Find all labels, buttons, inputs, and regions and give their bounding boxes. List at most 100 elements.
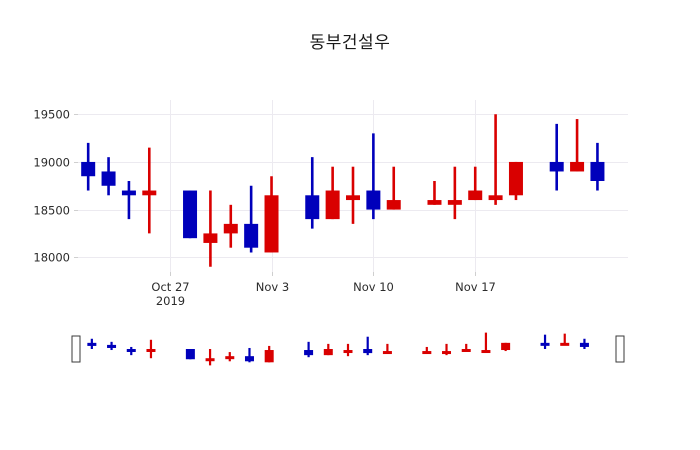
candle-body (305, 195, 320, 220)
navigator-candle-body (87, 342, 97, 346)
candle-body (447, 200, 462, 205)
x-axis-tick-label: Nov 3 (256, 280, 289, 294)
candlestick[interactable] (570, 119, 585, 172)
candle-body (203, 233, 218, 243)
navigator-candle-body (304, 350, 314, 356)
navigator-candle-body (244, 356, 254, 362)
candle-body (468, 190, 483, 201)
navigator-candle-body (501, 342, 511, 351)
candlestick[interactable] (366, 133, 381, 220)
candlestick[interactable] (447, 166, 462, 220)
navigator-candle-body (343, 350, 353, 354)
candle-body (346, 195, 360, 201)
candlestick[interactable] (427, 180, 442, 205)
candle-body (570, 161, 585, 172)
candlestick[interactable] (488, 114, 503, 205)
navigator-candlestick (205, 349, 215, 366)
candle-body (325, 190, 340, 220)
navigator-candle-body (126, 349, 136, 352)
navigator-candle-body (185, 349, 195, 360)
navigator-candlestick (126, 346, 136, 356)
navigator-candlestick (185, 349, 195, 360)
navigator-candlestick (107, 341, 117, 351)
candle-body (223, 223, 238, 234)
navigator-candlestick (579, 338, 589, 349)
x-axis-tick-sublabel: 2019 (156, 294, 185, 308)
y-axis-tick-label: 19500 (33, 108, 70, 122)
grid-layer (74, 100, 628, 276)
navigator-candle-body (146, 349, 156, 352)
candlestick[interactable] (305, 157, 320, 229)
navigator-candlestick (363, 336, 373, 356)
navigator-candlestick (422, 346, 432, 355)
candlestick[interactable] (386, 166, 401, 210)
navigator-right-handle[interactable] (615, 335, 625, 363)
y-axis-tick-label: 18000 (33, 251, 70, 265)
candlestick[interactable] (346, 166, 360, 224)
x-axis-tick-label: Oct 27 (151, 280, 189, 294)
candlestick[interactable] (468, 166, 483, 201)
navigator-candle-body (363, 349, 373, 354)
navigator-left-handle[interactable] (71, 335, 81, 363)
y-axis-tick-label: 19000 (33, 156, 70, 170)
candlestick[interactable] (264, 176, 279, 253)
x-axis-tick-label: Nov 10 (353, 280, 394, 294)
candle-body (264, 195, 279, 253)
navigator-candle-body (579, 342, 589, 347)
navigator-candle-body (461, 349, 471, 352)
candlestick[interactable] (121, 180, 136, 220)
candlestick[interactable] (101, 157, 116, 196)
candles-layer[interactable] (81, 114, 605, 267)
candle-body (183, 190, 198, 239)
candle-body (81, 161, 96, 177)
navigator-candlestick (442, 343, 452, 356)
candle-body (488, 195, 503, 201)
candle-body (142, 190, 157, 196)
navigator-candlestick (501, 342, 511, 352)
navigator-layer[interactable] (71, 332, 625, 366)
candlestick[interactable] (508, 161, 523, 201)
candlestick[interactable] (549, 123, 564, 191)
candlestick[interactable] (142, 147, 157, 234)
navigator-candle-body (264, 350, 274, 363)
navigator-candlestick (481, 332, 491, 354)
x-axis-tick-label: Nov 17 (455, 280, 496, 294)
navigator-candle-body (382, 351, 392, 355)
navigator-candlestick (560, 333, 570, 346)
navigator-candle-body (422, 351, 432, 355)
navigator-candlestick (540, 334, 550, 349)
navigator-candle-body (481, 350, 491, 354)
candle-body (366, 190, 381, 210)
navigator-candle-body (107, 344, 117, 348)
navigator-candlestick (323, 343, 333, 356)
candlestick[interactable] (81, 142, 96, 191)
candle-body (101, 171, 116, 186)
candlestick[interactable] (590, 142, 605, 191)
navigator-candle-body (560, 342, 570, 346)
candle-body (386, 200, 401, 210)
candlestick[interactable] (183, 190, 198, 239)
navigator-candle-body (225, 356, 235, 360)
candle-body (590, 161, 605, 181)
navigator-candlestick (461, 343, 471, 352)
candlestick[interactable] (325, 166, 340, 220)
candlestick[interactable] (203, 190, 218, 267)
navigator-candlestick (146, 339, 156, 359)
navigator-candle-body (323, 349, 333, 356)
candle-body (121, 190, 136, 196)
navigator-candlestick (264, 345, 274, 363)
candlestick[interactable] (244, 185, 259, 253)
navigator-candlestick (304, 341, 314, 358)
page-title: 동부건설우 (309, 33, 391, 53)
navigator-candlestick (343, 343, 353, 357)
navigator-candlestick (87, 338, 97, 349)
navigator-candlestick (225, 352, 235, 362)
navigator-candlestick (244, 347, 254, 363)
navigator-candle-body (540, 342, 550, 346)
candle-body (549, 161, 564, 172)
y-axis-ticks: 18000 18500 19000 19500 (33, 108, 70, 265)
candlestick[interactable] (223, 204, 238, 248)
